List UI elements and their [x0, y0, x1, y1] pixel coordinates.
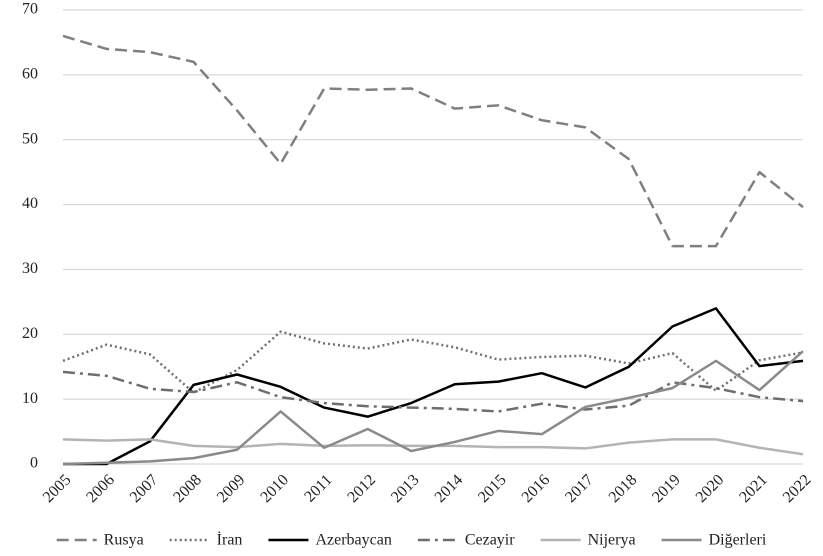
y-tick-label: 50 — [22, 130, 38, 147]
x-tick-label: 2010 — [257, 471, 292, 506]
y-tick-label: 30 — [22, 260, 38, 277]
x-tick-label: 2017 — [562, 471, 597, 506]
x-tick-label: 2005 — [40, 471, 75, 506]
series-line — [62, 350, 804, 466]
x-tick-label: 2007 — [127, 471, 162, 506]
legend-label: Nijerya — [588, 532, 636, 549]
y-tick-label: 10 — [22, 390, 38, 407]
y-tick-label: 70 — [22, 1, 38, 18]
x-tick-label: 2021 — [736, 471, 771, 506]
x-tick-label: 2012 — [344, 471, 379, 506]
x-tick-label: 2018 — [606, 471, 641, 506]
series-line — [62, 370, 804, 413]
x-tick-label: 2011 — [301, 471, 335, 505]
legend-label: Diğerleri — [709, 532, 767, 549]
y-tick-label: 40 — [22, 195, 38, 212]
y-tick-label: 60 — [22, 66, 38, 83]
x-tick-label: 2014 — [432, 471, 467, 506]
x-tick-label: 2022 — [780, 471, 815, 506]
series-line — [62, 330, 804, 394]
x-tick-label: 2015 — [475, 471, 510, 506]
series-line — [62, 34, 804, 248]
x-tick-label: 2019 — [649, 471, 684, 506]
legend-label: Cezayir — [465, 532, 515, 549]
legend-label: Rusya — [104, 532, 144, 549]
y-tick-label: 20 — [22, 325, 38, 342]
x-tick-label: 2009 — [214, 471, 249, 506]
x-tick-label: 2006 — [83, 471, 118, 506]
y-tick-label: 0 — [30, 455, 38, 472]
legend-label: İran — [217, 531, 243, 549]
legend-label: Azerbaycan — [315, 532, 391, 549]
x-tick-label: 2020 — [693, 471, 728, 506]
x-tick-label: 2013 — [388, 471, 423, 506]
x-tick-label: 2008 — [170, 471, 205, 506]
series-line — [63, 307, 804, 466]
x-tick-label: 2016 — [519, 471, 554, 506]
